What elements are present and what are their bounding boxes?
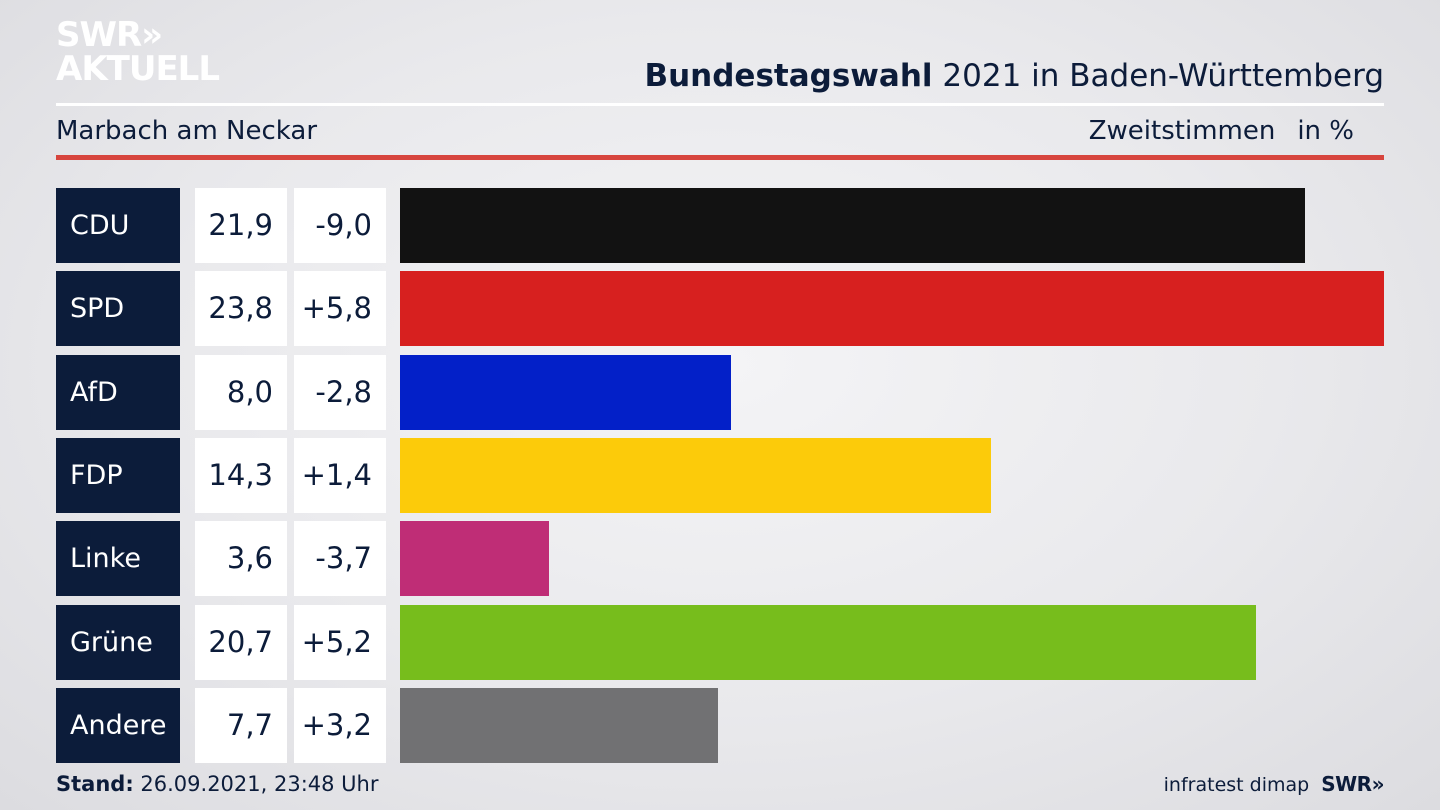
source-label: infratest dimap bbox=[1163, 774, 1310, 796]
change-value: -9,0 bbox=[294, 188, 386, 263]
timestamp: Stand: 26.09.2021, 23:48 Uhr bbox=[56, 772, 379, 796]
result-value: 14,3 bbox=[195, 438, 287, 513]
party-label: CDU bbox=[56, 188, 180, 263]
change-value: -3,7 bbox=[294, 521, 386, 596]
party-label: SPD bbox=[56, 271, 180, 346]
result-bar bbox=[400, 438, 991, 513]
change-value: +5,8 bbox=[294, 271, 386, 346]
timestamp-value: 26.09.2021, 23:48 Uhr bbox=[133, 772, 379, 796]
chart-title: Bundestagswahl 2021 in Baden-Württemberg bbox=[644, 58, 1384, 94]
party-label: Linke bbox=[56, 521, 180, 596]
source-credit: infratest dimap SWR» bbox=[1163, 772, 1385, 796]
chart-row: SPD 23,8 +5,8 bbox=[56, 271, 1384, 346]
swr-brand-mark: SWR» bbox=[1321, 772, 1384, 796]
result-value: 7,7 bbox=[195, 688, 287, 763]
header-divider bbox=[56, 103, 1384, 106]
result-value: 23,8 bbox=[195, 271, 287, 346]
chart-row: AfD 8,0 -2,8 bbox=[56, 355, 1384, 430]
chart-row: FDP 14,3 +1,4 bbox=[56, 438, 1384, 513]
logo-line-swr: SWR» bbox=[56, 15, 163, 55]
measure-name: Zweitstimmen bbox=[1088, 116, 1276, 146]
change-value: +3,2 bbox=[294, 688, 386, 763]
change-value: +5,2 bbox=[294, 605, 386, 680]
chart-row: Linke 3,6 -3,7 bbox=[56, 521, 1384, 596]
swr-aktuell-logo: SWR» AKTUELL bbox=[56, 15, 220, 89]
party-label: Andere bbox=[56, 688, 180, 763]
chart-subtitle: Marbach am Neckar bbox=[56, 116, 318, 146]
result-value: 20,7 bbox=[195, 605, 287, 680]
measure-unit: in % bbox=[1297, 116, 1354, 146]
result-bar bbox=[400, 688, 718, 763]
result-bar bbox=[400, 605, 1256, 680]
result-value: 21,9 bbox=[195, 188, 287, 263]
timestamp-label: Stand: bbox=[56, 772, 134, 796]
measure-label: Zweitstimmen in % bbox=[1089, 116, 1354, 146]
result-value: 3,6 bbox=[195, 521, 287, 596]
result-value: 8,0 bbox=[195, 355, 287, 430]
chart-row: Grüne 20,7 +5,2 bbox=[56, 605, 1384, 680]
chart-row: Andere 7,7 +3,2 bbox=[56, 688, 1384, 763]
party-label: AfD bbox=[56, 355, 180, 430]
chart-title-rest: 2021 in Baden-Württemberg bbox=[932, 58, 1384, 94]
chart-title-bold: Bundestagswahl bbox=[644, 58, 933, 94]
result-bar bbox=[400, 355, 731, 430]
logo-line-aktuell: AKTUELL bbox=[56, 49, 220, 89]
result-bar bbox=[400, 521, 549, 596]
result-bar bbox=[400, 188, 1305, 263]
result-bar bbox=[400, 271, 1384, 346]
change-value: -2,8 bbox=[294, 355, 386, 430]
party-label: FDP bbox=[56, 438, 180, 513]
change-value: +1,4 bbox=[294, 438, 386, 513]
chart-row: CDU 21,9 -9,0 bbox=[56, 188, 1384, 263]
party-label: Grüne bbox=[56, 605, 180, 680]
accent-divider bbox=[56, 155, 1384, 160]
